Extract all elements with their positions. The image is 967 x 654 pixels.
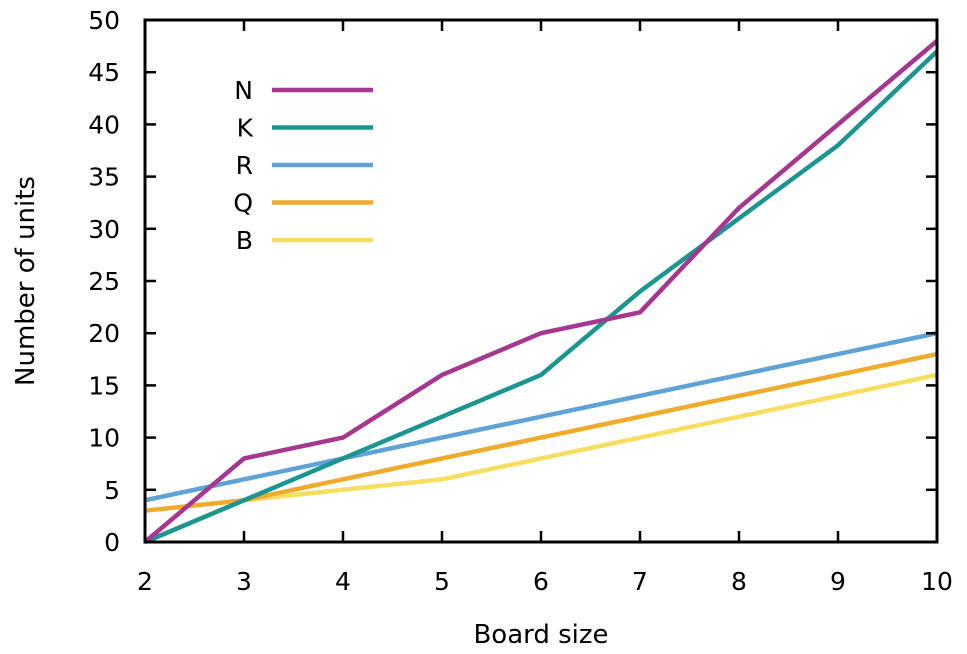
y-tick-label: 25 — [88, 267, 120, 296]
x-tick-label: 5 — [434, 567, 450, 596]
legend-label-K: K — [237, 114, 254, 143]
y-tick-label: 45 — [88, 58, 120, 87]
series-layer — [143, 39, 939, 545]
x-tick-label: 3 — [236, 567, 252, 596]
series-line-N — [143, 39, 939, 544]
x-tick-label: 7 — [632, 567, 648, 596]
x-tick-label: 2 — [137, 567, 153, 596]
x-tick-label: 8 — [731, 567, 747, 596]
plot-frame — [143, 18, 939, 544]
series-line-Q — [144, 351, 938, 513]
y-tick-label: 5 — [104, 476, 120, 505]
legend-label-Q: Q — [233, 189, 253, 218]
x-tick-label: 4 — [335, 567, 351, 596]
y-tick-label: 10 — [88, 424, 120, 453]
y-tick-label: 50 — [88, 6, 120, 35]
series-line-B — [144, 372, 938, 545]
y-tick-label: 15 — [88, 371, 120, 400]
x-tick-label: 9 — [830, 567, 846, 596]
x-axis-title: Board size — [473, 620, 608, 650]
y-tick-label: 30 — [88, 215, 120, 244]
series-line-K — [144, 49, 939, 545]
x-tick-label: 6 — [533, 567, 549, 596]
y-axis-title: Number of units — [11, 176, 41, 386]
legend-label-R: R — [236, 151, 253, 180]
legend-label-B: B — [236, 226, 253, 255]
y-tick-label: 35 — [88, 163, 120, 192]
y-tick-label: 0 — [104, 528, 120, 557]
series-line-R — [144, 330, 938, 503]
y-tick-label: 40 — [88, 110, 120, 139]
legend-label-N: N — [234, 76, 253, 105]
x-tick-label: 10 — [921, 567, 953, 596]
y-tick-label: 20 — [88, 319, 120, 348]
